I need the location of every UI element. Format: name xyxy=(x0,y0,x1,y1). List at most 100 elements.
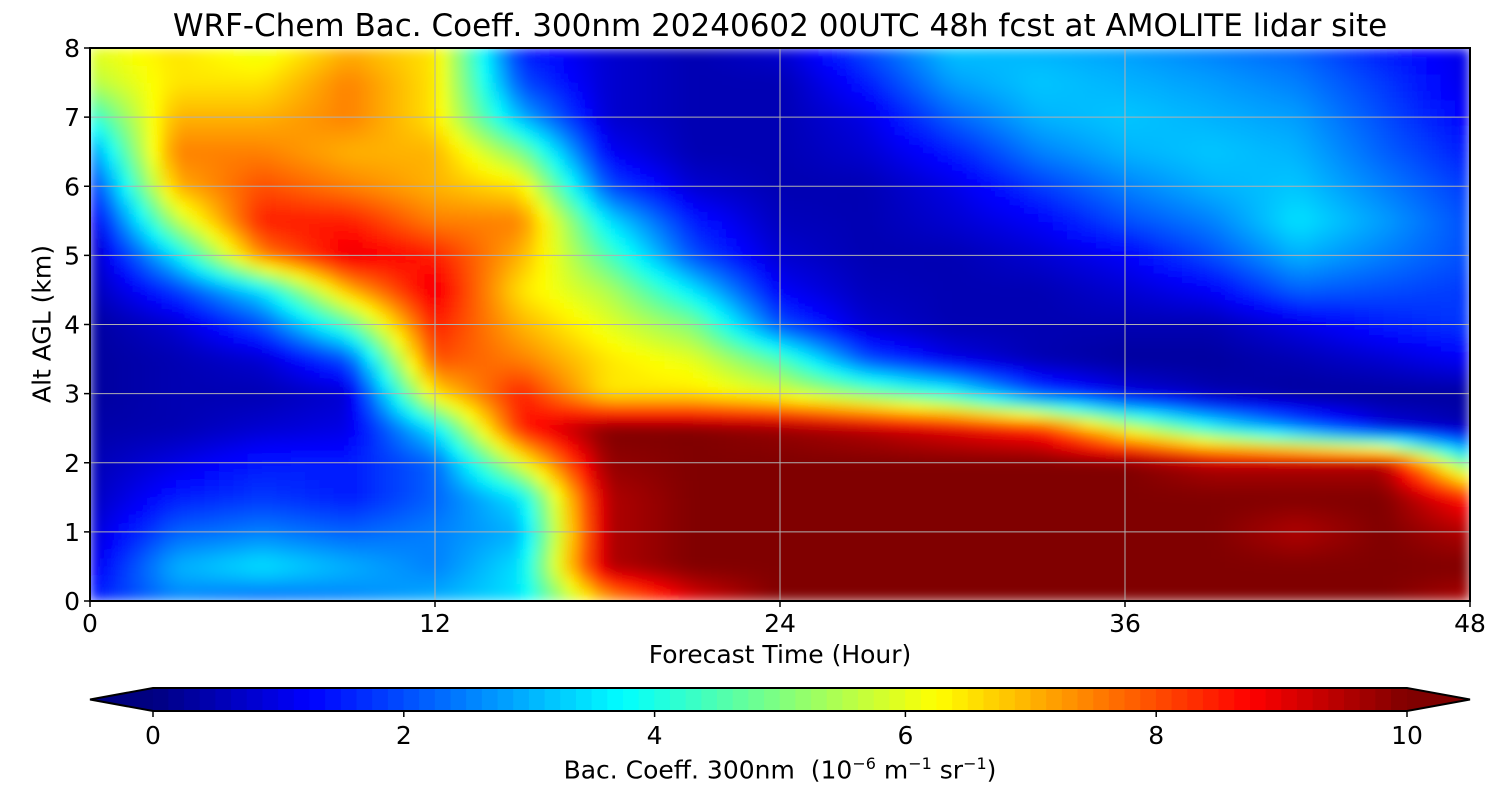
heatmap-cell xyxy=(765,237,781,248)
heatmap-cell xyxy=(707,220,723,230)
heatmap-cell xyxy=(132,427,148,438)
heatmap-cell xyxy=(348,315,364,325)
heatmap-cell xyxy=(923,159,939,170)
heatmap-cell xyxy=(434,263,450,274)
heatmap-cell xyxy=(147,263,163,274)
heatmap-cell xyxy=(722,358,738,369)
heatmap-cell xyxy=(693,453,709,464)
heatmap-cell xyxy=(175,375,192,386)
heatmap-cell xyxy=(1110,211,1126,222)
heatmap-cell xyxy=(1124,479,1140,490)
heatmap-cell xyxy=(1067,462,1083,472)
heatmap-cell xyxy=(190,470,206,481)
heatmap-cell xyxy=(448,462,465,472)
heatmap-cell xyxy=(1153,280,1169,291)
heatmap-cell xyxy=(1095,298,1112,308)
heatmap-cell xyxy=(1239,505,1255,516)
heatmap-cell xyxy=(1110,514,1126,524)
heatmap-cell xyxy=(1095,574,1112,585)
heatmap-cell xyxy=(980,436,997,446)
heatmap-cell xyxy=(1268,384,1284,395)
heatmap-cell xyxy=(492,540,508,550)
heatmap-cell xyxy=(980,427,997,438)
heatmap-cell xyxy=(851,298,867,308)
heatmap-cell xyxy=(448,514,465,524)
heatmap-cell xyxy=(1282,306,1298,317)
heatmap-cell xyxy=(607,470,623,481)
heatmap-cell xyxy=(1067,254,1083,265)
heatmap-cell xyxy=(147,298,163,308)
heatmap-cell xyxy=(722,565,738,576)
heatmap-cell xyxy=(779,591,795,601)
heatmap-cell xyxy=(118,349,134,360)
heatmap-cell xyxy=(952,488,968,498)
heatmap-cell xyxy=(1325,298,1342,308)
heatmap-cell xyxy=(463,246,479,256)
heatmap-cell xyxy=(319,194,335,205)
heatmap-cell xyxy=(434,306,450,317)
heatmap-cell xyxy=(276,453,292,464)
heatmap-cell xyxy=(635,488,652,498)
heatmap-cell xyxy=(405,358,422,369)
heatmap-cell xyxy=(218,401,235,412)
heatmap-cell xyxy=(966,263,982,274)
heatmap-cell xyxy=(1167,522,1183,533)
heatmap-cell xyxy=(1124,211,1140,222)
heatmap-cell xyxy=(434,246,450,256)
heatmap-cell xyxy=(1412,254,1428,265)
heatmap-cell xyxy=(161,375,177,386)
heatmap-cell xyxy=(822,462,838,472)
heatmap-cell xyxy=(1354,531,1370,542)
heatmap-cell xyxy=(1354,496,1370,507)
heatmap-cell xyxy=(477,220,493,230)
heatmap-cell xyxy=(908,574,925,585)
heatmap-cell xyxy=(635,289,652,300)
heatmap-cell xyxy=(405,384,422,395)
heatmap-cell xyxy=(1009,384,1025,395)
heatmap-cell xyxy=(1182,246,1198,256)
heatmap-cell xyxy=(118,514,134,524)
heatmap-cell xyxy=(1282,505,1298,516)
heatmap-cell xyxy=(650,522,666,533)
heatmap-cell xyxy=(765,332,781,343)
heatmap-cell xyxy=(635,419,652,429)
heatmap-cell xyxy=(175,332,192,343)
heatmap-cell xyxy=(1412,393,1428,403)
heatmap-cell xyxy=(1354,349,1370,360)
heatmap-cell xyxy=(635,306,652,317)
heatmap-cell xyxy=(1196,211,1212,222)
heatmap-cell xyxy=(319,375,335,386)
heatmap-cell xyxy=(779,341,795,351)
heatmap-cell xyxy=(305,548,321,559)
heatmap-cell xyxy=(578,280,594,291)
heatmap-cell xyxy=(693,557,709,567)
heatmap-cell xyxy=(1124,488,1140,498)
heatmap-cell xyxy=(664,583,680,593)
heatmap-cell xyxy=(161,384,177,395)
heatmap-cell xyxy=(578,151,594,161)
heatmap-cell xyxy=(118,159,134,170)
heatmap-cell xyxy=(1225,298,1241,308)
heatmap-cell xyxy=(937,324,953,334)
heatmap-cell xyxy=(1253,332,1270,343)
heatmap-cell xyxy=(693,419,709,429)
heatmap-cell xyxy=(1340,375,1356,386)
heatmap-cell xyxy=(103,185,120,196)
heatmap-cell xyxy=(607,324,623,334)
heatmap-cell xyxy=(448,522,465,533)
heatmap-cell xyxy=(837,159,853,170)
heatmap-cell xyxy=(1210,401,1227,412)
heatmap-cell xyxy=(492,565,508,576)
heatmap-cell xyxy=(793,289,810,300)
heatmap-cell xyxy=(1052,306,1068,317)
heatmap-cell xyxy=(650,488,666,498)
heatmap-cell xyxy=(995,220,1011,230)
heatmap-cell xyxy=(420,159,436,170)
heatmap-cell xyxy=(966,272,982,282)
heatmap-cell xyxy=(463,254,479,265)
heatmap-cell xyxy=(837,177,853,187)
heatmap-cell xyxy=(880,410,896,421)
heatmap-cell xyxy=(707,470,723,481)
heatmap-cell xyxy=(1095,324,1112,334)
heatmap-cell xyxy=(1138,177,1155,187)
